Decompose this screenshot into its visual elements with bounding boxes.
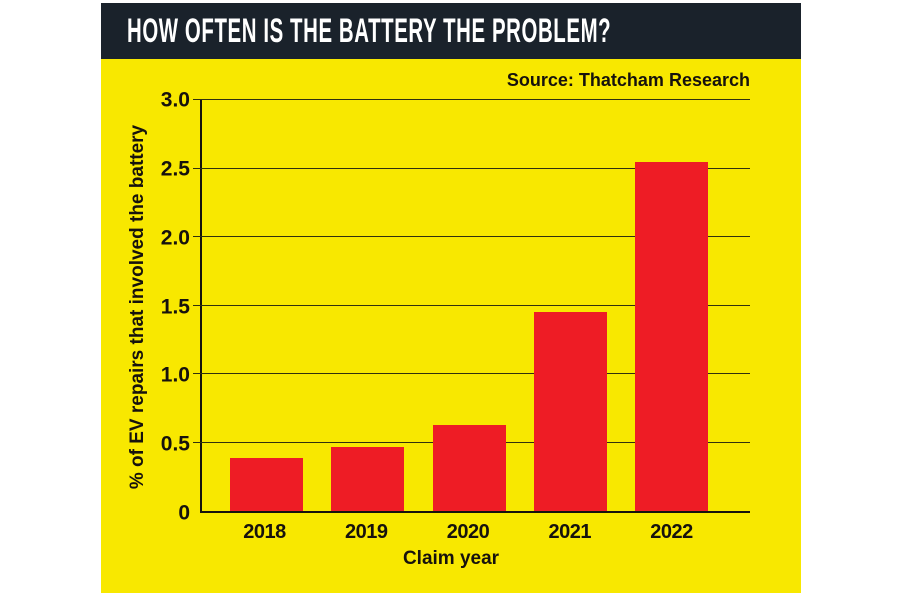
grid-line: [193, 304, 750, 306]
y-tick-label: 1.0: [160, 363, 190, 387]
x-axis-tick-labels: 2018 2019 2020 2021 2022: [200, 521, 750, 544]
bar-2018: [230, 457, 303, 511]
bar-2022: [635, 161, 708, 511]
grid-line: [193, 167, 750, 169]
grid-line: [193, 236, 750, 238]
plot-area: [193, 99, 750, 513]
y-tick-label: 0: [178, 501, 190, 525]
x-tick-label: 2021: [548, 521, 592, 543]
bar-2019: [331, 446, 405, 511]
x-tick-label: 2019: [345, 521, 388, 543]
bars: [202, 100, 750, 511]
y-tick-label: 2.0: [160, 226, 190, 250]
x-tick-label: 2020: [446, 521, 490, 543]
bar-2021: [533, 312, 607, 511]
y-tick-label: 3.0: [160, 88, 190, 112]
x-tick-label: 2018: [243, 521, 286, 543]
grid-line: [193, 99, 750, 100]
x-tick-label: 2022: [650, 521, 693, 543]
chart-title: HOW OFTEN IS THE BATTERY THE PROBLEM?: [127, 12, 612, 50]
source-credit: Source: Thatcham Research: [506, 70, 750, 90]
chart-header: HOW OFTEN IS THE BATTERY THE PROBLEM?: [101, 3, 801, 59]
y-tick-label: 1.5: [160, 295, 190, 318]
y-tick-label: 2.5: [160, 157, 190, 181]
y-axis-tick-labels: 0 0.5 1.0 1.5 2.0 2.5 3.0: [101, 90, 190, 524]
grid-line: [193, 373, 750, 375]
bar-2020: [432, 424, 506, 511]
y-tick-label: 0.5: [160, 432, 190, 456]
chart-panel: Source: Thatcham Research % of EV repair…: [101, 59, 801, 593]
x-axis-title: Claim year: [402, 548, 500, 569]
